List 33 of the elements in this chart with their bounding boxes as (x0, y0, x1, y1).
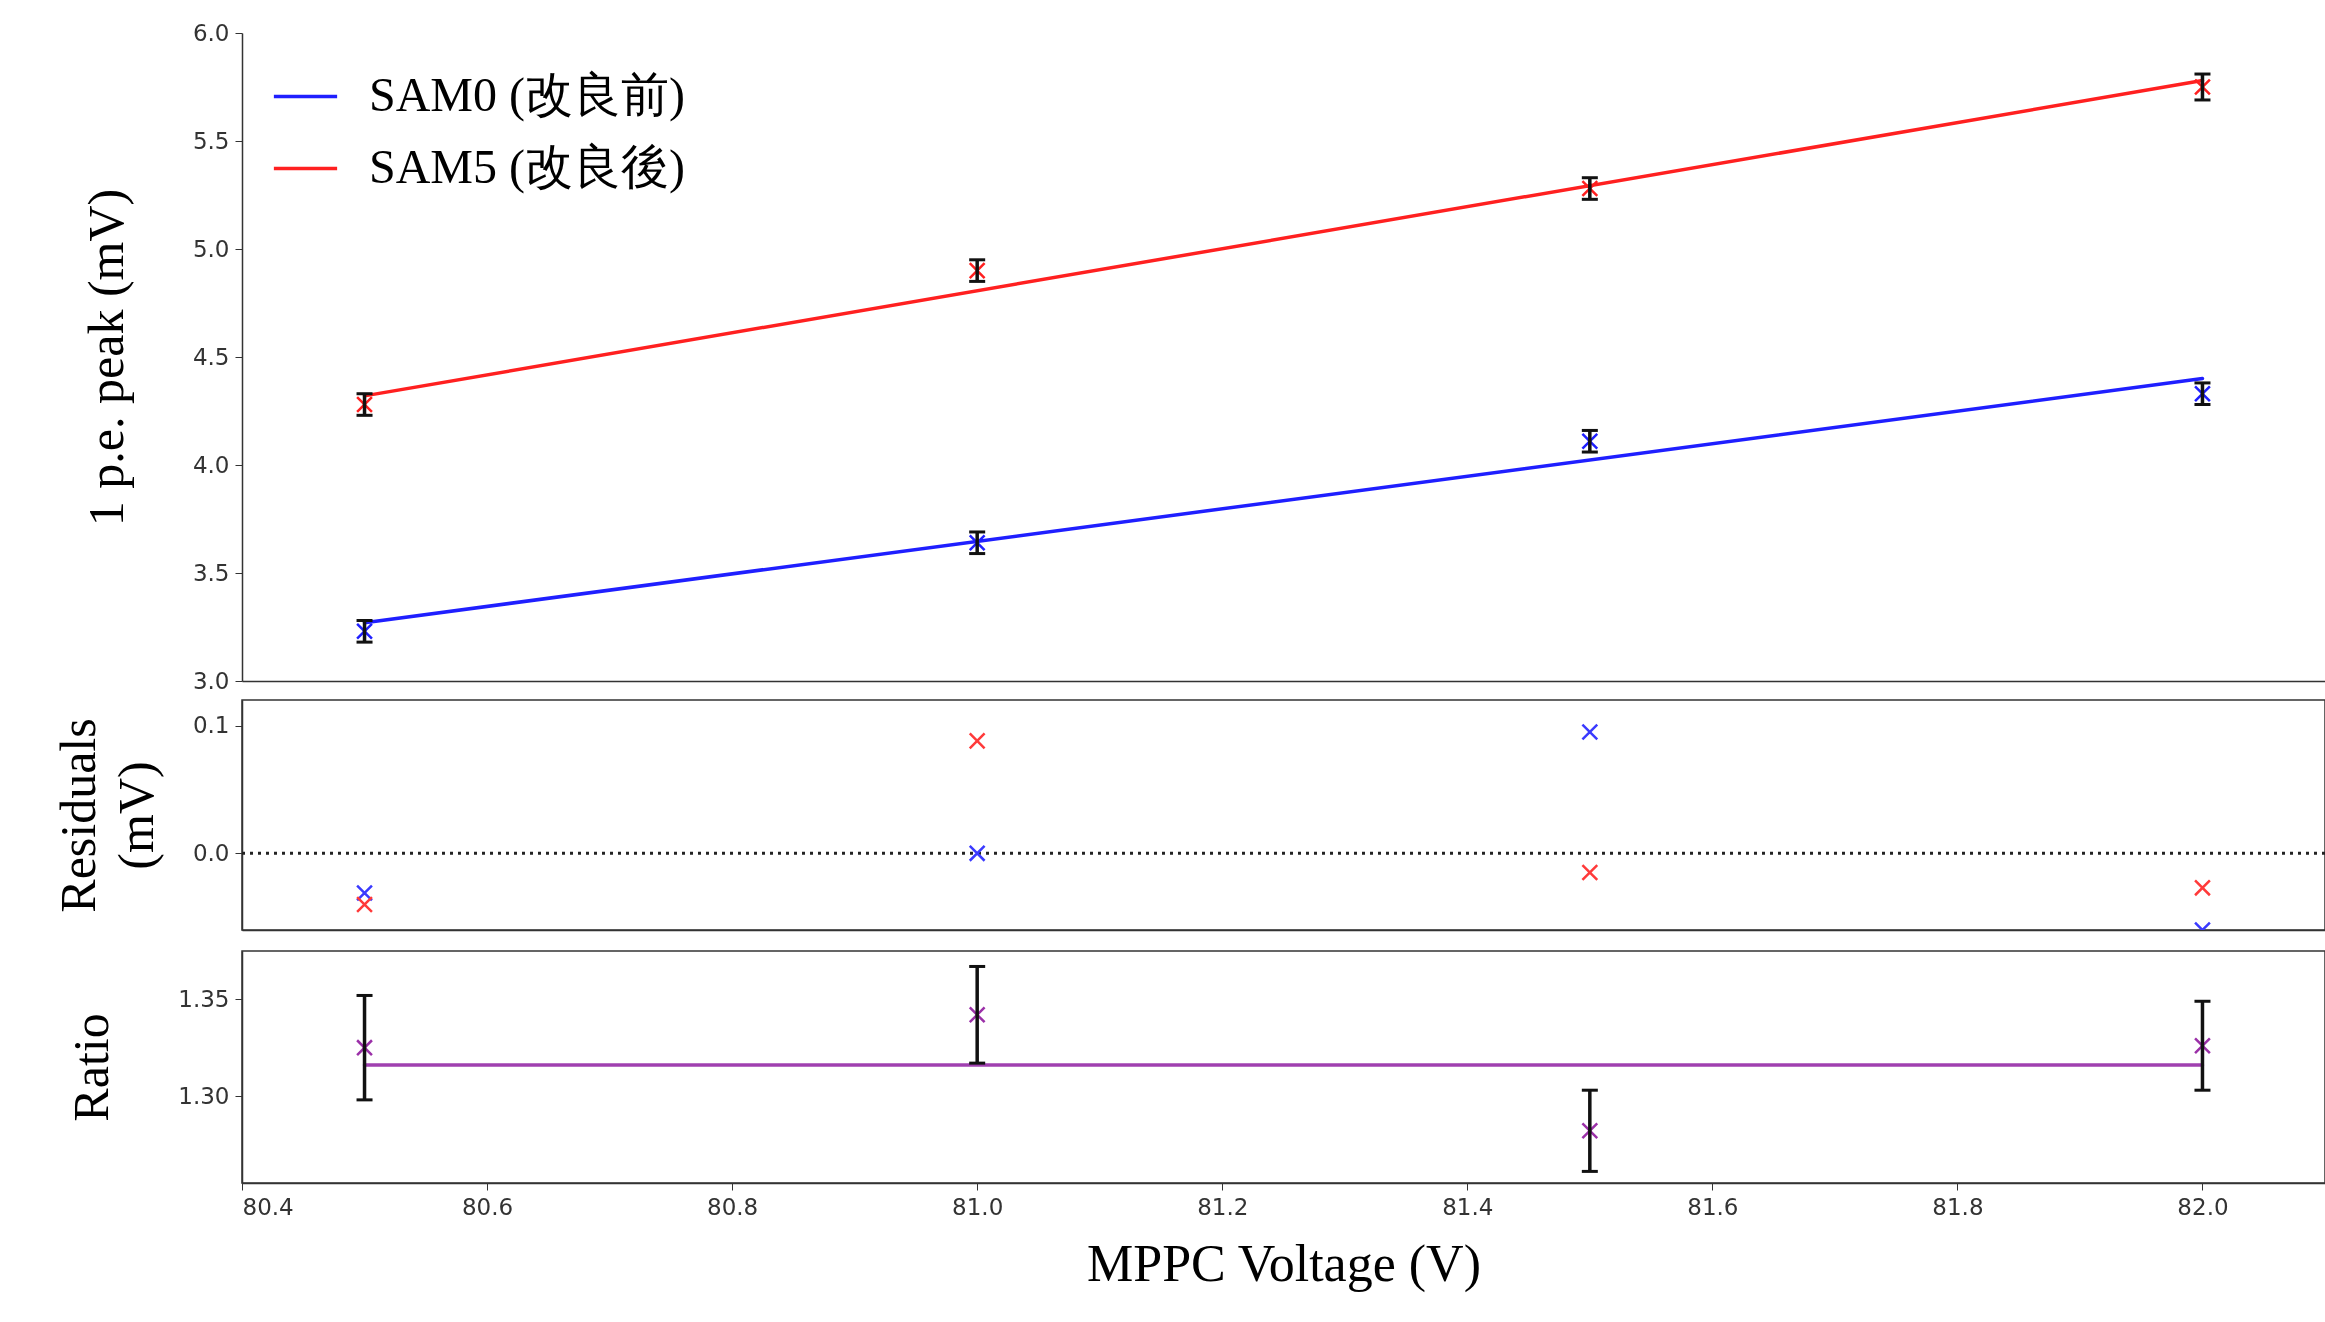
point (2193, 879, 2212, 897)
y-tick-label: 3.5 (192, 559, 230, 586)
x-tick-label: 80.6 (461, 1193, 514, 1220)
y-tick-label: 3.0 (192, 667, 230, 694)
x-tick-label: 80.8 (707, 1193, 759, 1220)
y-tick-label: 4.5 (192, 343, 230, 370)
y-axis-title: Ratio (63, 1013, 120, 1122)
y-tick-label: 0.0 (192, 839, 230, 866)
x-tick-label: 80.4 (242, 1193, 294, 1220)
point (355, 884, 374, 902)
x-tick-label: 81.8 (1932, 1193, 1984, 1220)
x-tick-label: 81.4 (1442, 1193, 1494, 1220)
y-tick-label: 1.35 (178, 985, 230, 1012)
y-tick-label: 5.5 (192, 127, 230, 154)
y-tick-label: 6.0 (192, 19, 230, 46)
x-tick-label: 81.2 (1197, 1193, 1249, 1220)
legend-label: SAM5 (改良後) (369, 139, 686, 194)
y-tick-label: 1.30 (178, 1082, 230, 1109)
legend-label: SAM0 (改良前) (369, 67, 686, 122)
x-tick-label: 81.6 (1687, 1193, 1739, 1220)
y-axis-title: 1 p.e. peak (mV) (77, 188, 134, 527)
point (968, 844, 986, 862)
y-tick-label: 5.0 (192, 235, 230, 262)
point (968, 732, 986, 750)
y-tick-label: 0.1 (192, 712, 230, 739)
y-tick-label: 4.0 (192, 451, 230, 478)
y-axis-title: Residuals (mV) (49, 718, 164, 913)
x-axis-title: MPPC Voltage (V) (1087, 1234, 1481, 1293)
x-tick-label: 81.0 (952, 1193, 1004, 1220)
x-tick-label: 82.0 (2177, 1193, 2229, 1220)
point (1581, 723, 1599, 741)
point (355, 895, 374, 914)
point (1581, 863, 1599, 882)
